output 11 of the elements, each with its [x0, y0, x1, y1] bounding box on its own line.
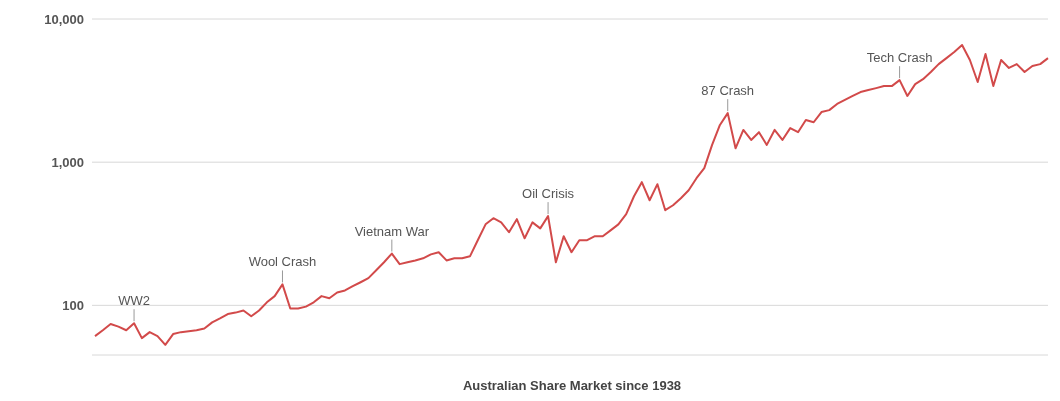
annotation: WW2: [118, 293, 150, 309]
text: Australian Share Market since 1938: [461, 378, 683, 393]
annotation: Oil Crisis: [522, 186, 575, 202]
annotation: Wool Crash: [248, 254, 317, 270]
line-series: [94, 44, 1049, 346]
annotation: Vietnam War: [354, 223, 430, 239]
y-tick-label: 10,000: [44, 11, 84, 27]
y-tick-label: 1,000: [51, 154, 84, 170]
annotation: Tech Crash: [866, 50, 933, 66]
y-tick-label: 100: [62, 297, 84, 313]
annotation: 87 Crash: [701, 83, 755, 99]
